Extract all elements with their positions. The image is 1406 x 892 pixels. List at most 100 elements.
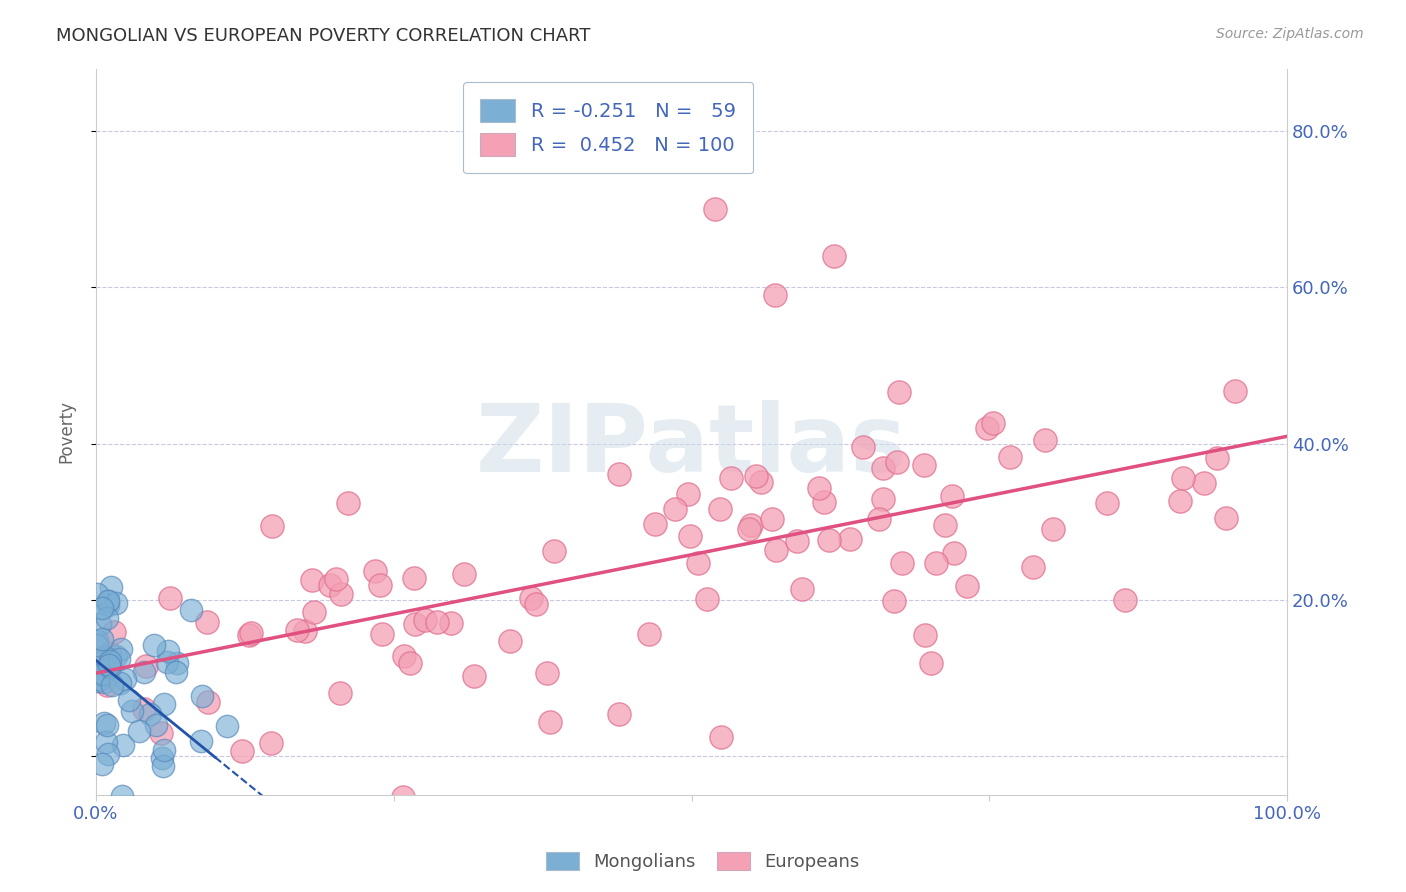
- Point: [872, 460, 894, 475]
- Point: [166, 656, 188, 670]
- Point: [934, 518, 956, 533]
- Point: [153, 743, 176, 757]
- Point: [370, 578, 392, 592]
- Point: [159, 591, 181, 605]
- Point: [696, 591, 718, 606]
- Point: [413, 613, 436, 627]
- Point: [97, 594, 120, 608]
- Point: [150, 817, 173, 831]
- Point: [329, 686, 352, 700]
- Y-axis label: Poverty: Poverty: [58, 401, 75, 463]
- Point: [190, 733, 212, 747]
- Point: [108, 675, 131, 690]
- Point: [644, 517, 666, 532]
- Point: [91, 601, 114, 615]
- Point: [97, 598, 120, 612]
- Point: [1022, 559, 1045, 574]
- Text: ZIPatlas: ZIPatlas: [475, 401, 907, 492]
- Point: [238, 628, 260, 642]
- Point: [240, 625, 263, 640]
- Point: [868, 512, 890, 526]
- Point: [1114, 593, 1136, 607]
- Point: [524, 597, 547, 611]
- Point: [183, 859, 205, 873]
- Point: [98, 647, 121, 661]
- Point: [607, 467, 630, 482]
- Point: [110, 642, 132, 657]
- Point: [103, 624, 125, 639]
- Point: [704, 202, 727, 216]
- Point: [981, 416, 1004, 430]
- Point: [194, 805, 217, 819]
- Point: [686, 556, 709, 570]
- Point: [259, 736, 281, 750]
- Point: [157, 644, 180, 658]
- Point: [231, 744, 253, 758]
- Point: [920, 656, 942, 670]
- Point: [1192, 475, 1215, 490]
- Point: [763, 288, 786, 302]
- Point: [86, 587, 108, 601]
- Point: [90, 632, 112, 646]
- Point: [745, 469, 768, 483]
- Point: [90, 656, 112, 670]
- Point: [912, 458, 935, 473]
- Point: [891, 556, 914, 570]
- Point: [150, 726, 173, 740]
- Point: [143, 638, 166, 652]
- Point: [872, 491, 894, 506]
- Point: [536, 666, 558, 681]
- Point: [710, 731, 733, 745]
- Point: [87, 666, 110, 681]
- Point: [128, 723, 150, 738]
- Point: [402, 571, 425, 585]
- Point: [955, 579, 977, 593]
- Point: [304, 606, 326, 620]
- Point: [97, 661, 120, 675]
- Point: [679, 529, 702, 543]
- Point: [1168, 494, 1191, 508]
- Point: [132, 702, 155, 716]
- Point: [463, 669, 485, 683]
- Point: [1223, 384, 1246, 399]
- Point: [89, 672, 111, 686]
- Legend: R = -0.251   N =   59, R =  0.452   N = 100: R = -0.251 N = 59, R = 0.452 N = 100: [463, 82, 754, 173]
- Point: [336, 496, 359, 510]
- Point: [883, 593, 905, 607]
- Point: [738, 522, 761, 536]
- Point: [150, 750, 173, 764]
- Point: [138, 707, 160, 722]
- Point: [96, 718, 118, 732]
- Point: [709, 502, 731, 516]
- Point: [364, 564, 387, 578]
- Point: [765, 543, 787, 558]
- Point: [638, 626, 661, 640]
- Point: [370, 627, 392, 641]
- Point: [886, 455, 908, 469]
- Point: [520, 591, 543, 605]
- Point: [111, 789, 134, 803]
- Point: [100, 580, 122, 594]
- Point: [132, 665, 155, 679]
- Point: [105, 596, 128, 610]
- Point: [786, 533, 808, 548]
- Point: [404, 617, 426, 632]
- Text: Source: ZipAtlas.com: Source: ZipAtlas.com: [1216, 27, 1364, 41]
- Point: [1042, 522, 1064, 536]
- Point: [114, 672, 136, 686]
- Point: [889, 384, 911, 399]
- Point: [197, 695, 219, 709]
- Point: [215, 719, 238, 733]
- Point: [761, 512, 783, 526]
- Point: [942, 545, 965, 559]
- Point: [607, 706, 630, 721]
- Point: [93, 648, 115, 663]
- Legend: Mongolians, Europeans: Mongolians, Europeans: [538, 845, 868, 879]
- Point: [294, 624, 316, 639]
- Point: [925, 556, 948, 570]
- Point: [93, 674, 115, 689]
- Point: [180, 603, 202, 617]
- Text: MONGOLIAN VS EUROPEAN POVERTY CORRELATION CHART: MONGOLIAN VS EUROPEAN POVERTY CORRELATIO…: [56, 27, 591, 45]
- Point: [398, 657, 420, 671]
- Point: [453, 566, 475, 581]
